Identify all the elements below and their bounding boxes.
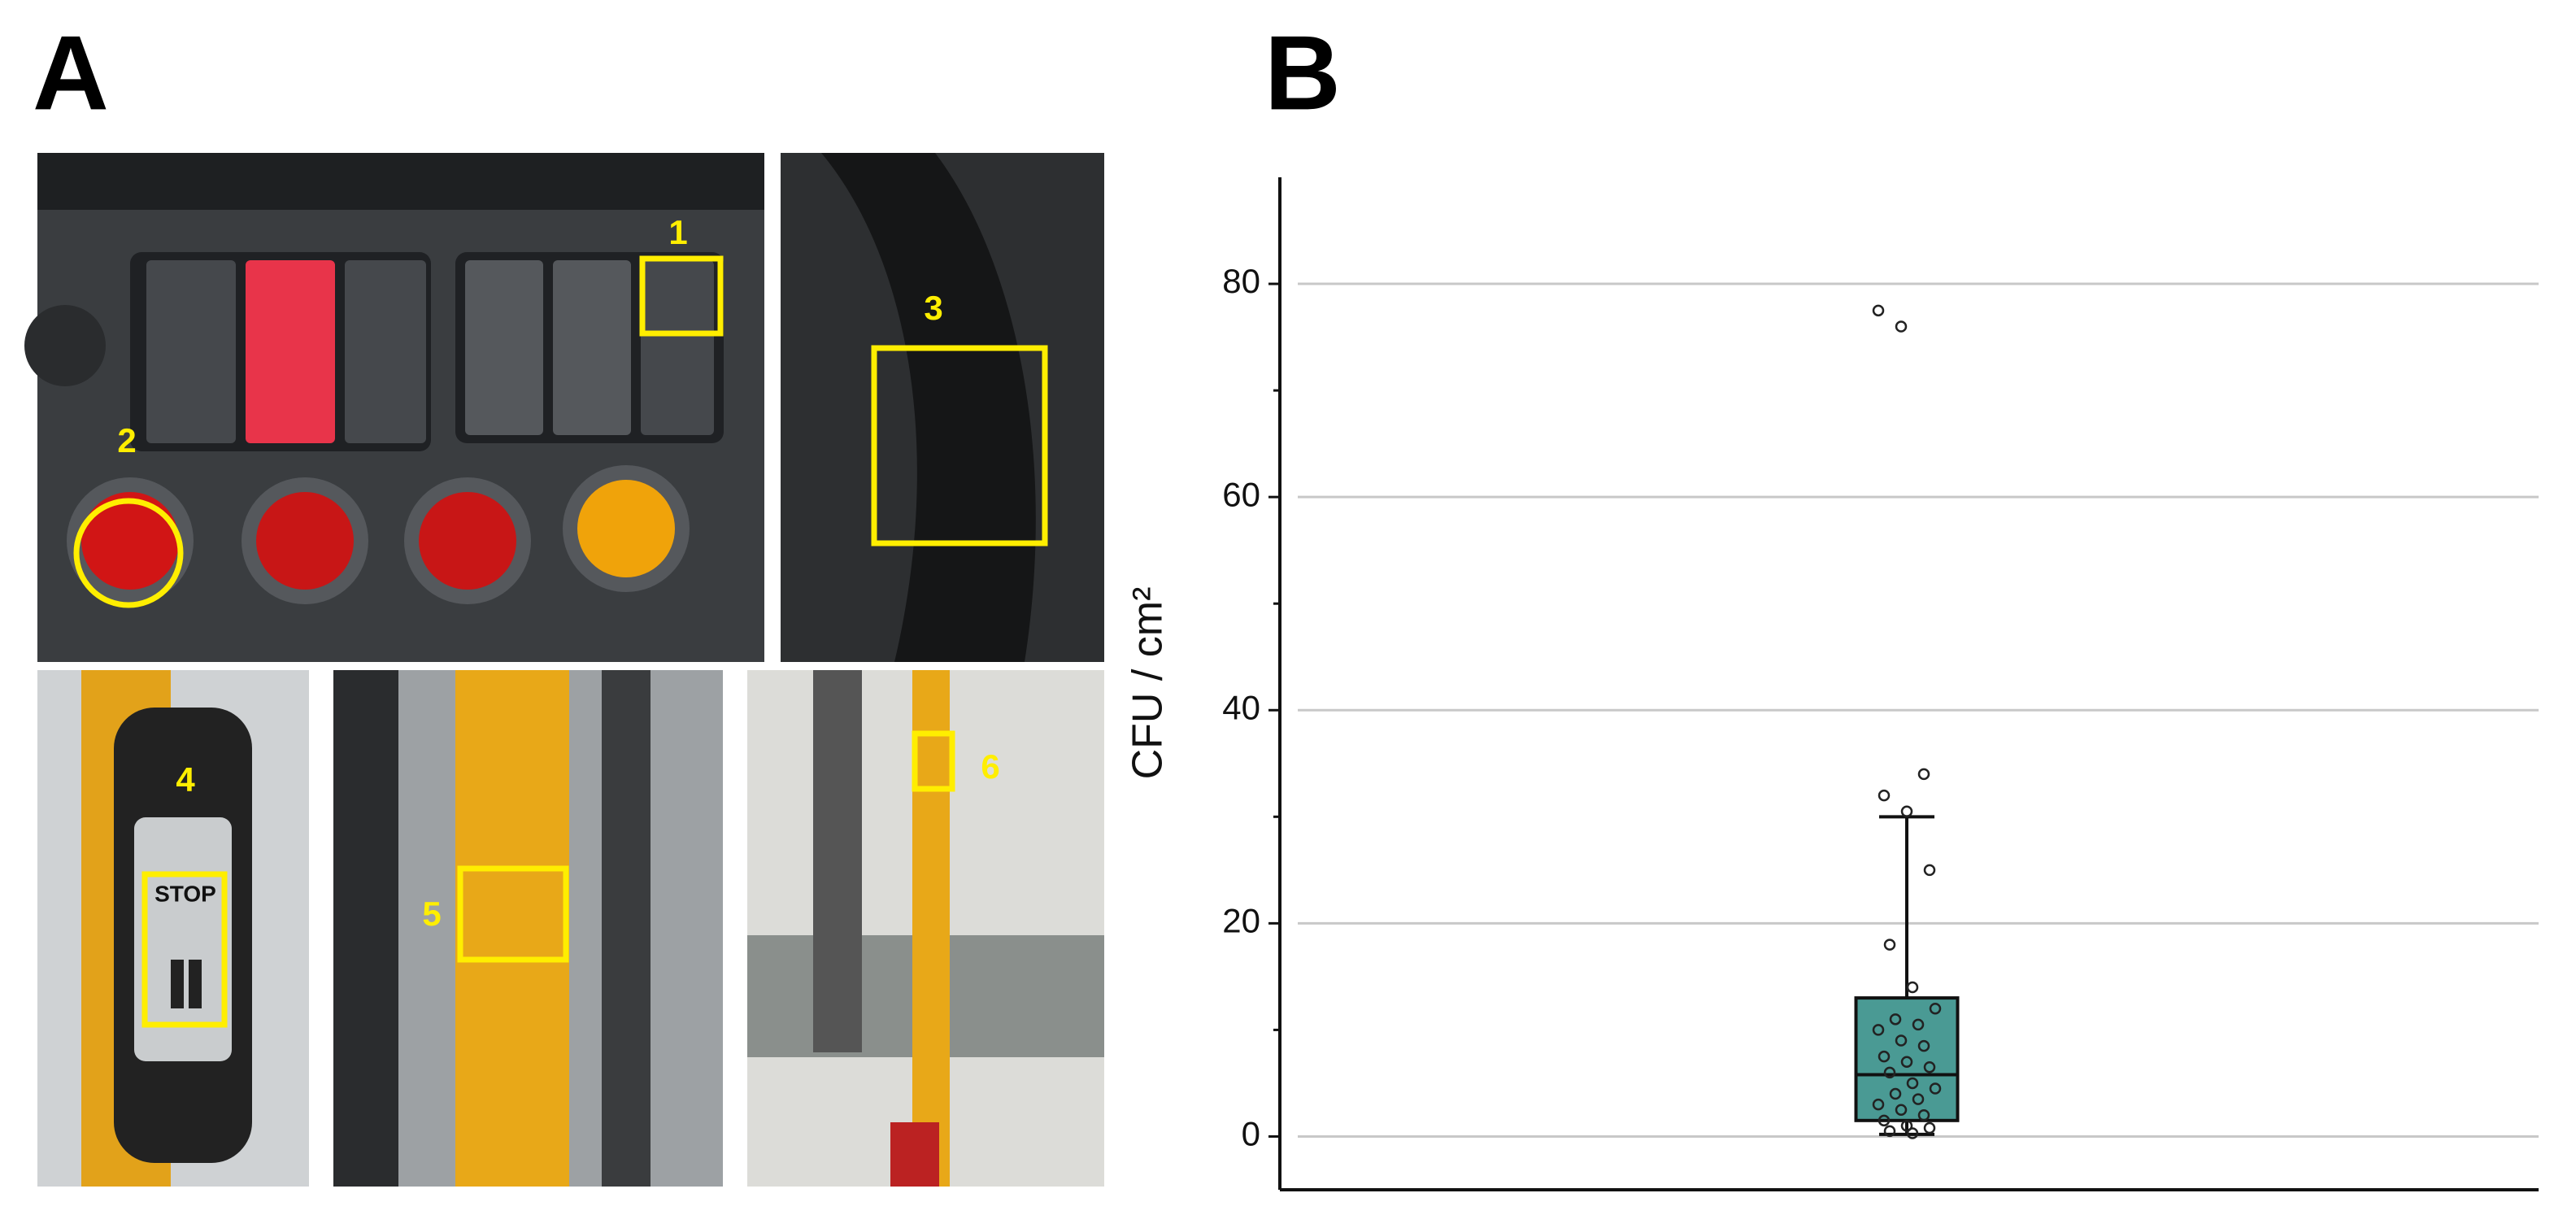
data-point bbox=[1895, 1034, 1908, 1047]
photo-label: 4 bbox=[176, 760, 195, 799]
y-tick-label: 40 bbox=[1222, 688, 1260, 726]
box bbox=[1854, 996, 1960, 1122]
panel-label: A bbox=[33, 13, 109, 132]
data-point bbox=[1917, 768, 1930, 781]
panel-label: B bbox=[1264, 13, 1341, 132]
data-point bbox=[1923, 1061, 1936, 1073]
y-tick-label: 80 bbox=[1222, 262, 1260, 300]
photo-label: 3 bbox=[924, 289, 942, 327]
data-point bbox=[1917, 1039, 1930, 1052]
data-point bbox=[1895, 1104, 1908, 1116]
photo-pole bbox=[333, 670, 723, 1187]
data-point bbox=[1889, 1013, 1902, 1026]
data-point bbox=[1929, 1082, 1942, 1095]
data-point bbox=[1912, 1093, 1925, 1105]
photo-interior bbox=[747, 670, 1104, 1187]
data-point bbox=[1917, 1109, 1930, 1121]
photo-label: 6 bbox=[981, 747, 999, 786]
y-tick-label: 0 bbox=[1242, 1115, 1260, 1153]
data-point bbox=[1923, 864, 1936, 877]
data-point bbox=[1872, 304, 1885, 317]
data-point bbox=[1878, 789, 1891, 802]
data-point bbox=[1889, 1087, 1902, 1100]
photo-label: 2 bbox=[117, 421, 136, 459]
photo-stop: STOP bbox=[37, 670, 309, 1187]
data-point bbox=[1912, 1018, 1925, 1031]
data-point bbox=[1906, 1127, 1919, 1139]
photo-wheel bbox=[781, 153, 1104, 662]
data-point bbox=[1878, 1050, 1891, 1063]
data-point bbox=[1929, 1002, 1942, 1015]
data-point bbox=[1900, 1056, 1913, 1068]
data-point bbox=[1895, 320, 1908, 333]
data-point bbox=[1878, 1114, 1891, 1127]
data-point bbox=[1900, 805, 1913, 818]
data-point bbox=[1883, 1066, 1896, 1079]
data-point bbox=[1872, 1024, 1885, 1036]
data-point bbox=[1900, 1120, 1913, 1132]
stop-text: STOP bbox=[154, 881, 216, 906]
data-point bbox=[1906, 1077, 1919, 1090]
y-tick-label: 20 bbox=[1222, 901, 1260, 939]
data-point bbox=[1872, 1098, 1885, 1111]
y-axis-label: CFU / cm² bbox=[1125, 587, 1172, 780]
y-tick-label: 60 bbox=[1222, 475, 1260, 513]
data-point bbox=[1883, 938, 1896, 951]
photo-panel bbox=[24, 153, 764, 662]
data-point bbox=[1883, 1125, 1896, 1138]
photo-label: 5 bbox=[422, 895, 441, 933]
photo-label: 1 bbox=[668, 213, 687, 251]
data-point bbox=[1906, 981, 1919, 994]
data-point bbox=[1923, 1121, 1936, 1134]
